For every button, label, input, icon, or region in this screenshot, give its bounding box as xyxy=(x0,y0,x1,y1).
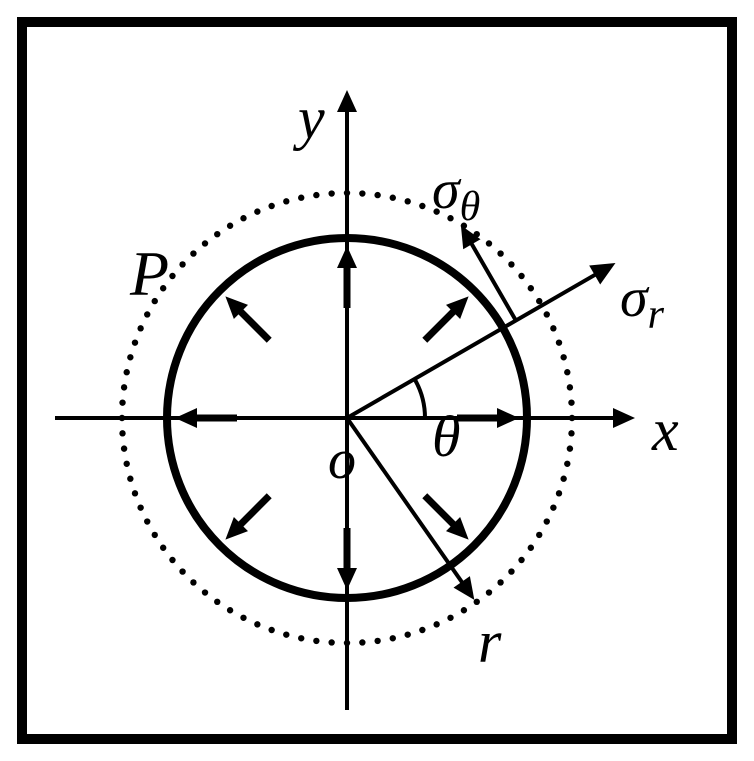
label-origin-o: o xyxy=(328,432,356,488)
sigma-theta-sub: θ xyxy=(460,184,481,230)
sigma-theta-sigma: σ xyxy=(432,159,460,221)
label-p: P xyxy=(130,242,169,306)
sigma-r-sigma: σ xyxy=(620,267,648,329)
label-y: y xyxy=(298,88,325,148)
label-theta: θ xyxy=(432,408,461,466)
diagram-svg xyxy=(0,0,754,761)
label-r: r xyxy=(478,612,501,672)
label-x: x xyxy=(652,400,679,460)
diagram-stage: y x o P θ r σr σθ xyxy=(0,0,754,761)
label-sigma-r: σr xyxy=(620,270,664,336)
label-sigma-theta: σθ xyxy=(432,162,480,228)
sigma-r-sub: r xyxy=(648,292,664,338)
